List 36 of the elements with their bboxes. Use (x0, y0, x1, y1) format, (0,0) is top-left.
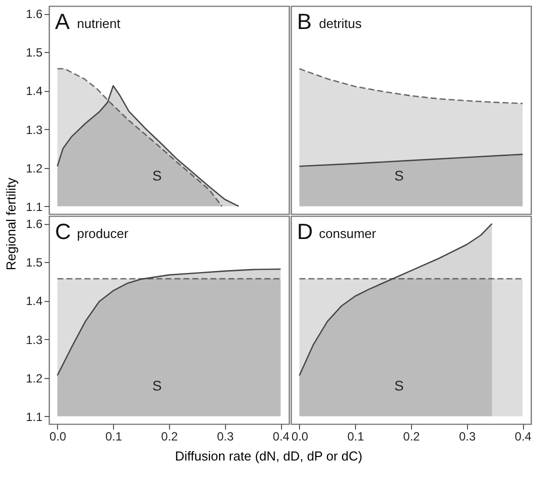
y-axis-title: Regional fertility (4, 177, 19, 270)
x-tick-label: 0.4 (272, 430, 290, 444)
chart-title: C (55, 219, 71, 244)
x-tick-label: 0.3 (458, 430, 476, 444)
text: consumer (319, 226, 377, 241)
y-tick-label: 1.4 (26, 84, 43, 98)
x-tick-label: 0.4 (514, 430, 532, 444)
x-tick-label: 0.2 (161, 430, 178, 444)
y-tick-label: 1.6 (26, 7, 43, 22)
annotation: S (394, 378, 404, 394)
y-tick-label: 1.3 (26, 122, 43, 137)
text: producer (77, 226, 129, 241)
y-tick-label: 1.3 (26, 332, 43, 347)
y-tick-label: 1.1 (26, 200, 43, 214)
annotation: S (152, 168, 162, 184)
chart-title: A (55, 9, 70, 34)
x-tick-label: 0.1 (105, 430, 122, 444)
x-tick-label: 0.0 (50, 430, 67, 444)
y-tick-label: 1.2 (26, 161, 43, 176)
y-tick-label: 1.1 (26, 410, 43, 424)
x-axis-title: Diffusion rate (dN, dD, dP or dC) (174, 448, 362, 464)
y-tick-label: 1.5 (26, 46, 43, 60)
text: detritus (319, 16, 362, 31)
chart-title: D (297, 219, 313, 244)
y-tick-label: 1.5 (26, 256, 43, 270)
annotation: S (152, 378, 162, 394)
y-tick-label: 1.4 (26, 294, 43, 308)
x-tick-label: 0.3 (216, 430, 234, 444)
annotation: S (394, 168, 404, 184)
x-tick-label: 0.2 (403, 430, 420, 444)
y-tick-label: 1.6 (26, 217, 43, 232)
text: nutrient (77, 16, 121, 31)
x-tick-label: 0.0 (292, 430, 309, 444)
y-tick-label: 1.2 (26, 371, 43, 386)
x-tick-label: 0.1 (347, 430, 364, 444)
chart-title: B (297, 9, 312, 34)
